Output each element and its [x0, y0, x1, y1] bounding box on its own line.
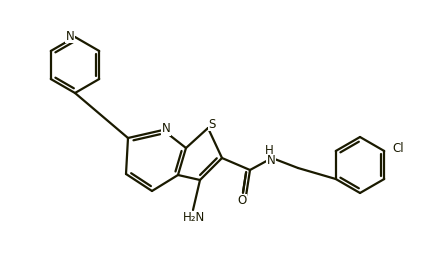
Text: H₂N: H₂N	[183, 211, 205, 225]
Text: H: H	[264, 144, 273, 158]
Text: S: S	[208, 118, 215, 130]
Text: O: O	[237, 195, 246, 208]
Text: N: N	[161, 123, 170, 135]
Text: N: N	[266, 154, 275, 168]
Text: N: N	[65, 29, 74, 43]
Text: Cl: Cl	[392, 143, 403, 155]
